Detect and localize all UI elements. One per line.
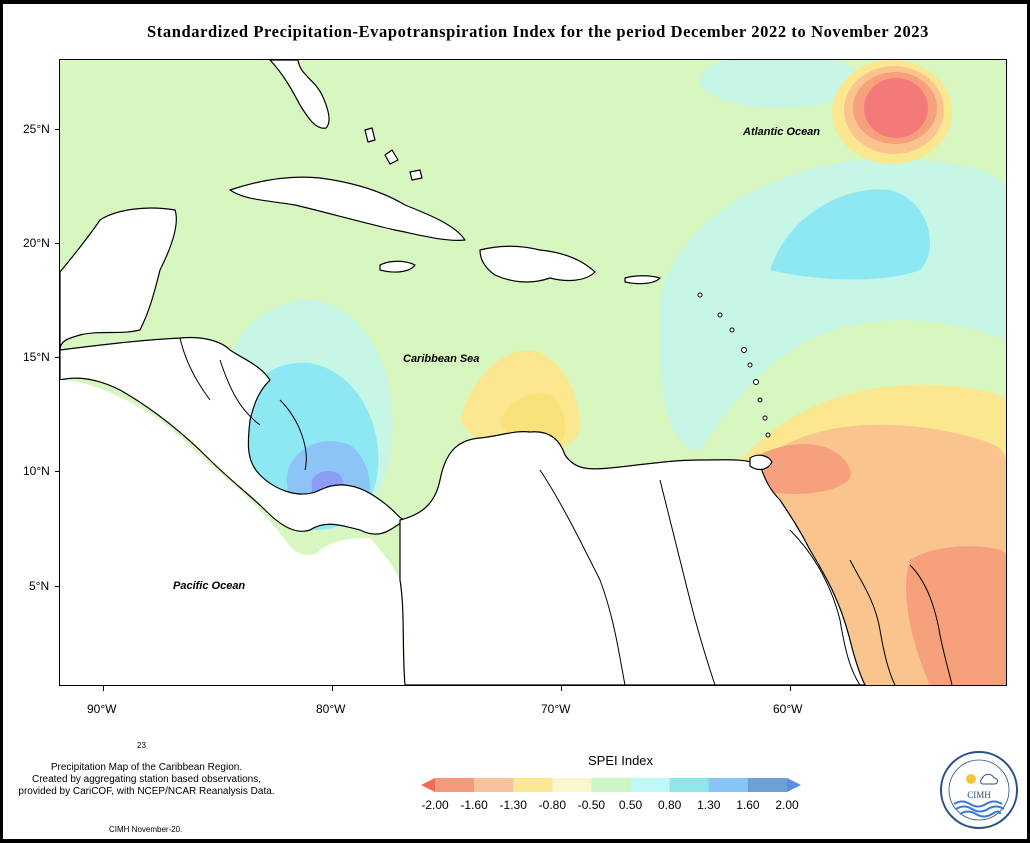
footer-line: Created by aggregating station based obs… (31, 774, 262, 785)
legend-color-cell (591, 778, 632, 792)
dry-moderate-guiana (906, 546, 1006, 685)
lat-tick (55, 471, 60, 472)
page: Standardized Precipitation-Evapotranspir… (3, 4, 1027, 839)
bahamas-1 (364, 127, 376, 143)
lon-tick (790, 686, 791, 691)
footer-line: Precipitation Map of the Caribbean Regio… (50, 762, 243, 773)
legend-color-cell (630, 778, 671, 792)
legend-color-cell (669, 778, 710, 792)
caribbean-sea-label: Caribbean Sea (403, 353, 480, 365)
cimh-logo: CIMH (940, 751, 1018, 829)
puerto-rico (624, 275, 661, 285)
legend-color-cell (421, 778, 435, 792)
legend-label: -0.50 (577, 798, 606, 812)
legend-label: 1.30 (697, 798, 721, 812)
legend-label: -2.00 (421, 798, 449, 812)
legend-label: 2.00 (775, 798, 799, 812)
legend-color-cell (787, 778, 801, 792)
trinidad (749, 454, 773, 471)
footer-number: 23 (137, 741, 146, 750)
cuba (229, 176, 466, 241)
lesser-antilles (697, 292, 771, 438)
lon-tick (332, 686, 333, 691)
bahamas-2 (384, 149, 399, 165)
map-title: Standardized Precipitation-Evapotranspir… (146, 22, 930, 41)
bahamas-3 (409, 169, 423, 181)
atlantic-ocean-label: Atlantic Ocean (743, 126, 821, 138)
cloud-icon (980, 773, 998, 785)
lon-label-90w: 90°W (87, 702, 117, 716)
land-masses (60, 60, 866, 685)
florida (269, 60, 330, 129)
legend-label: -0.80 (538, 798, 567, 812)
wave-icon (953, 800, 1003, 808)
dry-strong-ne (864, 78, 928, 138)
pacific-white (60, 380, 405, 685)
legend-label: -1.30 (499, 798, 527, 812)
logo-text: CIMH (967, 790, 991, 800)
lat-label-5n: 5°N (29, 579, 50, 593)
sun-icon (966, 774, 976, 784)
lat-label-10n: 10°N (23, 464, 50, 478)
footer-line: provided by CariCOF, with NCEP/NCAR Rean… (18, 786, 275, 797)
legend-label: -1.60 (460, 798, 488, 812)
legend-label: 0.80 (657, 798, 682, 812)
lat-tick (55, 129, 60, 130)
lat-label-20n: 20°N (23, 236, 50, 250)
lon-tick (103, 686, 104, 691)
lon-label-80w: 80°W (316, 702, 346, 716)
jamaica (379, 260, 416, 273)
spei-map (60, 60, 1006, 685)
legend-color-cell (435, 778, 475, 792)
pacific-ocean-label: Pacific Ocean (173, 580, 246, 592)
lat-tick (55, 243, 60, 244)
lat-label-25n: 25°N (23, 122, 50, 136)
legend-color-cell (747, 778, 788, 792)
legend-colorbar (421, 778, 801, 792)
lon-label-70w: 70°W (541, 702, 571, 716)
country-borders (179, 337, 953, 685)
lat-tick (55, 357, 60, 358)
yucatan (60, 207, 177, 351)
footer-credit: CIMH November-20. (109, 825, 183, 834)
south-america (399, 431, 866, 685)
legend-title: SPEI Index (588, 753, 654, 768)
lon-tick (561, 686, 562, 691)
legend-color-cell (552, 778, 592, 792)
lat-tick (55, 586, 60, 587)
legend-color-cell (474, 778, 514, 792)
footer-description: Precipitation Map of the Caribbean Regio… (9, 762, 284, 798)
legend-color-cell (708, 778, 749, 792)
lat-label-15n: 15°N (23, 350, 50, 364)
legend-label: 1.60 (736, 798, 760, 812)
wet-region-north (700, 60, 860, 108)
wet-moderate-east (770, 189, 930, 280)
hispaniola (479, 245, 596, 283)
map-area: Atlantic Ocean Caribbean Sea Pacific Oce… (59, 59, 1007, 686)
legend-label: 0.50 (618, 798, 643, 812)
legend-color-cell (513, 778, 553, 792)
central-america (60, 336, 406, 535)
lon-label-60w: 60°W (773, 702, 803, 716)
dry-moderate-se (750, 443, 851, 494)
